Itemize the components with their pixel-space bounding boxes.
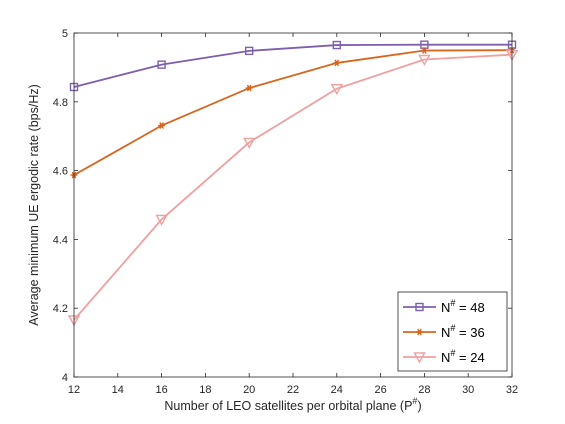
x-tick-label: 30 (462, 384, 474, 396)
y-tick-label: 4.2 (53, 303, 68, 315)
x-tick-label: 32 (506, 384, 518, 396)
y-tick-label: 5 (62, 28, 68, 40)
x-tick-label: 18 (199, 384, 211, 396)
series-line-2 (73, 53, 513, 321)
y-tick-label: 4 (62, 372, 68, 384)
x-tick-label: 28 (418, 384, 430, 396)
data-point-1-4 (420, 47, 428, 54)
x-tick-label: 22 (287, 384, 299, 396)
ticks-layer: 12 14 16 18 20 22 24 26 28 30 32 4 4.2 4.4 4.6 4.8 5 (53, 28, 518, 396)
series-line-1 (73, 49, 513, 176)
legend-label: N# = 24 (441, 348, 485, 365)
series-2 (67, 49, 519, 327)
data-point-0-2 (244, 46, 254, 56)
data-point-2-2 (243, 137, 256, 149)
x-axis-label-sup: # (412, 396, 417, 406)
x-tick-label: 16 (155, 384, 167, 396)
x-tick-label: 24 (331, 384, 343, 396)
x-tick-label: 14 (112, 384, 124, 396)
y-axis-label: Average minimum UE ergodic rate (bps/Hz) (27, 84, 41, 326)
x-axis-label: Number of LEO satellites per orbital pla… (164, 396, 421, 413)
legend-marker (416, 328, 423, 336)
legend-entry-0: N# = 48 (403, 298, 485, 315)
data-point-0-1 (157, 60, 166, 69)
legend-marker (415, 302, 424, 312)
legend-label: N# = 36 (441, 323, 485, 340)
legend-label: N# = 48 (441, 298, 485, 315)
legend-marker (413, 352, 426, 364)
x-tick-label: 20 (243, 384, 255, 396)
x-tick-label: 26 (374, 384, 386, 396)
data-point-2-4 (418, 54, 431, 66)
data-point-0-4 (420, 40, 429, 49)
x-tick-label: 12 (68, 384, 80, 396)
legend: N# = 48 N# = 36 N# = 24 (397, 291, 508, 372)
series-line-0 (73, 43, 512, 88)
legend-entry-2: N# = 24 (403, 348, 485, 365)
y-tick-label: 4.8 (53, 97, 68, 109)
y-tick-label: 4.6 (53, 166, 68, 178)
data-point-2-3 (330, 84, 343, 96)
legend-entry-1: N# = 36 (403, 323, 485, 340)
data-point-1-1 (158, 122, 166, 129)
data-point-1-3 (333, 59, 341, 67)
x-axis-label-end: ) (417, 399, 421, 413)
data-point-1-2 (245, 84, 253, 92)
data-point-2-1 (155, 214, 168, 226)
data-point-0-3 (332, 40, 341, 50)
y-tick-label: 4.4 (53, 234, 68, 246)
